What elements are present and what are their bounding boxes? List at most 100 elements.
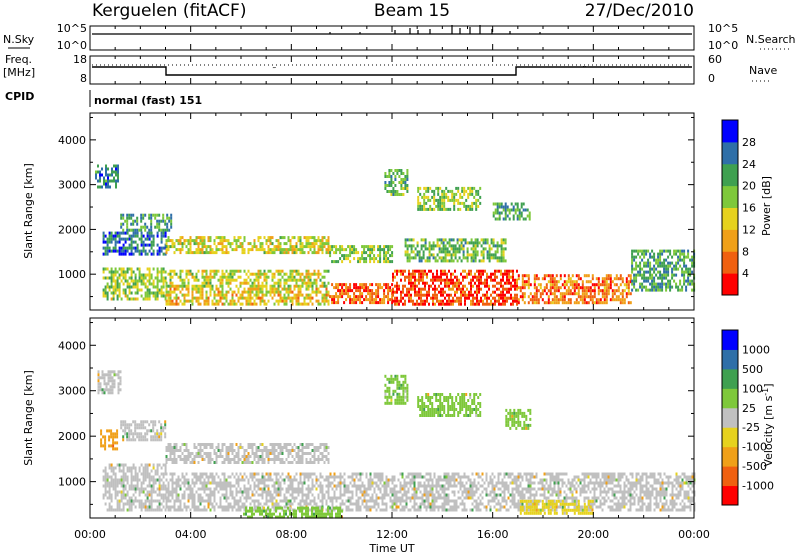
echo-cell xyxy=(126,213,129,217)
echo-cell xyxy=(315,290,318,294)
echo-cell xyxy=(691,258,694,262)
echo-cell xyxy=(297,455,300,458)
echo-cell xyxy=(207,245,210,249)
echo-cell xyxy=(277,481,280,485)
echo-cell xyxy=(253,293,256,297)
echo-cell xyxy=(365,251,368,255)
echo-cell xyxy=(500,244,503,248)
echo-cell xyxy=(469,481,472,485)
echo-cell xyxy=(144,249,147,253)
echo-cell xyxy=(111,382,114,386)
echo-cell xyxy=(305,461,308,464)
echo-cell xyxy=(510,275,512,279)
echo-cell xyxy=(211,248,214,252)
echo-cell xyxy=(114,481,117,485)
echo-cell xyxy=(456,281,458,285)
echo-cell xyxy=(424,293,426,297)
echo-cell xyxy=(158,228,161,232)
echo-cell xyxy=(287,275,290,279)
echo-cell xyxy=(412,250,415,254)
echo-cell xyxy=(146,288,149,292)
echo-region-2 xyxy=(120,420,167,442)
echo-cell xyxy=(440,275,442,279)
echo-cell xyxy=(667,279,670,283)
echo-cell xyxy=(173,461,176,464)
echo-cell xyxy=(391,260,394,264)
echo-cell xyxy=(470,241,473,245)
echo-cell xyxy=(669,249,672,253)
echo-cell xyxy=(150,234,153,238)
echo-cell xyxy=(235,443,238,446)
echo-cell xyxy=(103,176,105,180)
echo-cell xyxy=(429,207,432,211)
echo-cell xyxy=(333,251,336,255)
echo-cell xyxy=(217,293,220,297)
echo-cell xyxy=(371,295,374,299)
echo-cell xyxy=(585,289,588,293)
echo-cell xyxy=(504,211,507,215)
echo-cell xyxy=(293,245,296,249)
echo-cell xyxy=(553,292,556,296)
echo-cell xyxy=(162,429,165,433)
echo-cell xyxy=(442,259,445,263)
echo-cell xyxy=(128,502,131,506)
echo-cell xyxy=(189,239,192,243)
echo-cell xyxy=(557,289,560,293)
echo-cell xyxy=(373,301,376,305)
echo-cell xyxy=(367,245,370,249)
echo-cell xyxy=(173,290,176,294)
echo-cell xyxy=(126,478,129,482)
echo-cell xyxy=(593,301,596,305)
echo-cell xyxy=(146,432,149,436)
echo-cell xyxy=(492,284,494,288)
echo-cell xyxy=(375,475,378,479)
echo-cell xyxy=(450,253,453,257)
echo-cell xyxy=(615,274,618,278)
echo-cell xyxy=(387,260,390,264)
echo-cell xyxy=(323,242,326,246)
echo-cell xyxy=(156,249,159,253)
echo-cell xyxy=(593,472,596,476)
echo-cell xyxy=(325,251,328,255)
echo-cell xyxy=(291,245,294,249)
echo-cell xyxy=(387,248,390,252)
echo-cell xyxy=(191,290,194,294)
freq-tick-high: 18 xyxy=(73,53,87,66)
echo-cell xyxy=(235,455,238,458)
echo-cell xyxy=(126,481,129,485)
echo-cell xyxy=(327,446,330,449)
echo-cell xyxy=(516,296,518,300)
echo-cell xyxy=(455,192,458,196)
power-y-axis-label: Slant Range [km] xyxy=(22,163,35,259)
echo-cell xyxy=(470,253,473,257)
echo-cell xyxy=(353,257,356,261)
echo-cell xyxy=(663,270,666,274)
echo-cell xyxy=(279,242,282,246)
echo-cell xyxy=(518,211,521,215)
echo-cell xyxy=(325,239,328,243)
echo-cell xyxy=(607,283,610,287)
echo-cell xyxy=(406,238,409,242)
echo-cell xyxy=(331,475,334,479)
echo-cell xyxy=(484,238,487,242)
echo-cell xyxy=(265,478,268,482)
echo-cell xyxy=(447,198,450,202)
echo-cell xyxy=(355,298,358,302)
echo-cell xyxy=(373,245,376,249)
echo-cell xyxy=(623,481,626,485)
echo-cell xyxy=(259,236,262,240)
echo-cell xyxy=(613,475,616,479)
echo-cell xyxy=(144,478,147,482)
echo-cell xyxy=(134,423,137,427)
echo-cell xyxy=(667,270,670,274)
echo-cell xyxy=(494,296,496,300)
echo-cell xyxy=(185,478,188,482)
echo-cell xyxy=(351,478,354,482)
echo-cell xyxy=(454,293,456,297)
echo-cell xyxy=(452,250,455,254)
echo-cell xyxy=(609,274,612,278)
echo-cell xyxy=(205,269,208,273)
echo-cell xyxy=(471,186,474,190)
echo-cell xyxy=(419,207,422,211)
echo-cell xyxy=(307,293,310,297)
